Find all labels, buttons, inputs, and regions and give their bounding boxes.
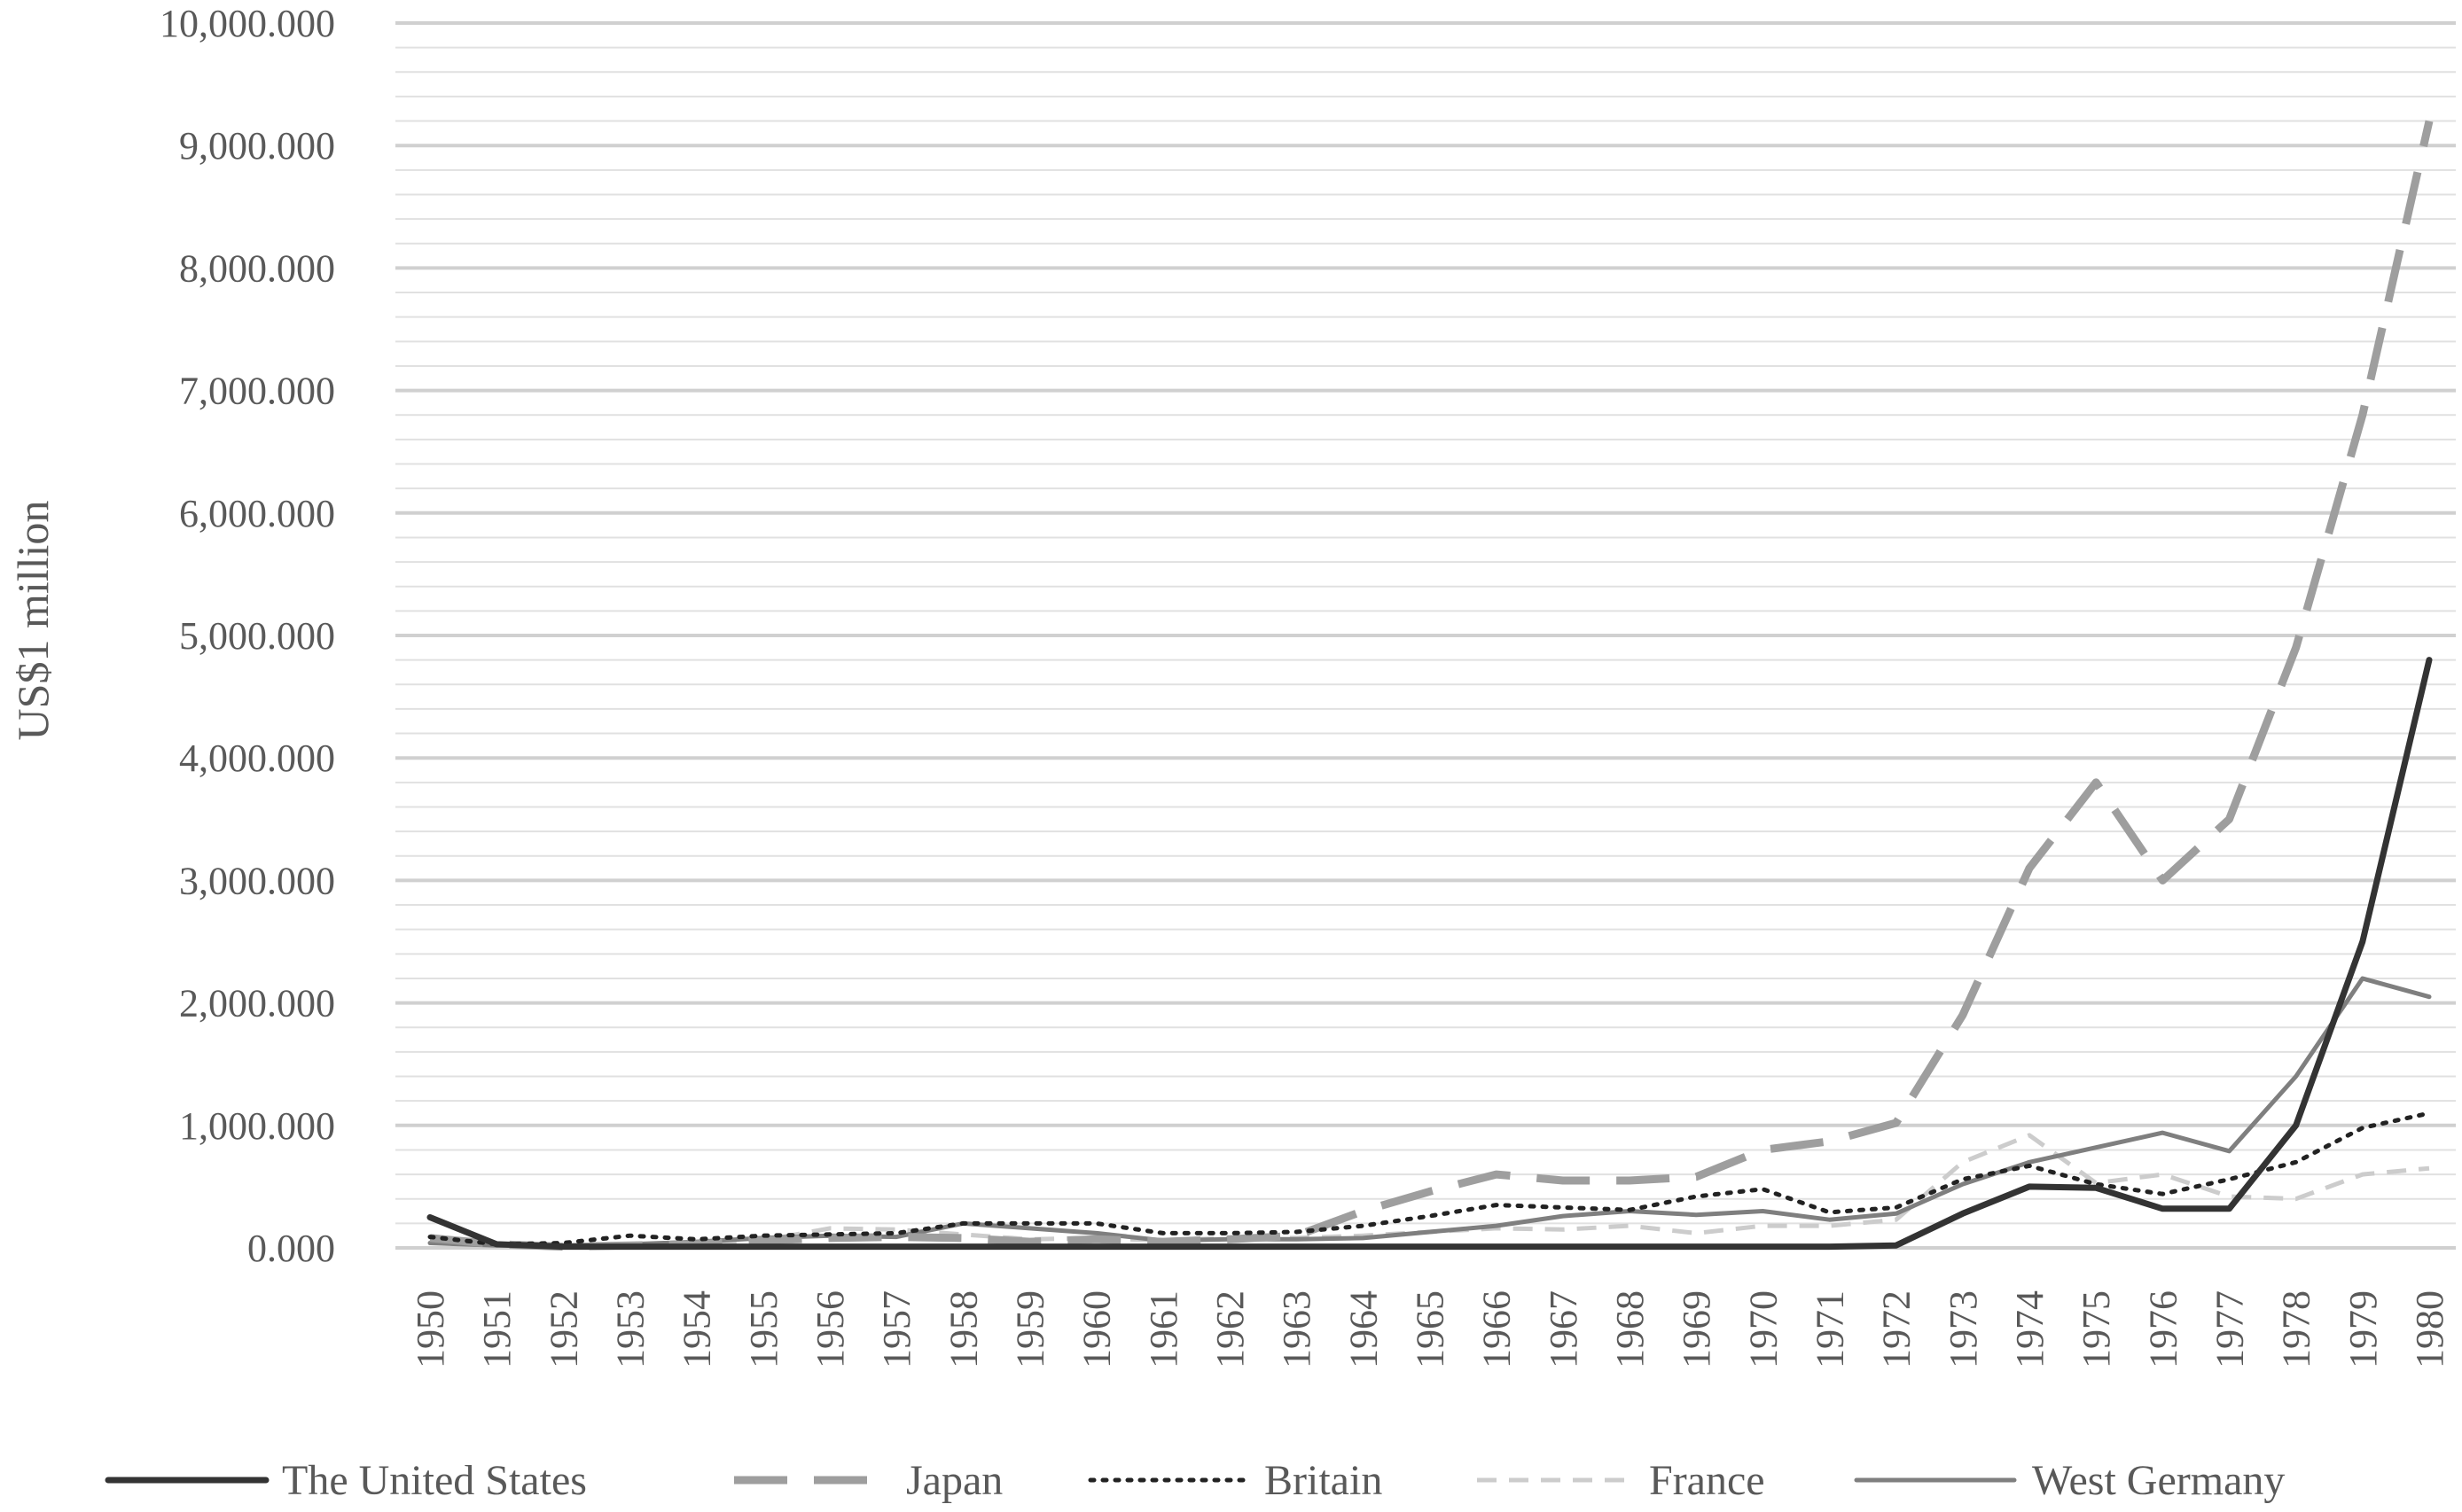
- x-tick-label: 1977: [2208, 1290, 2252, 1368]
- y-tick-label: 7,000.000: [179, 370, 335, 413]
- x-tick-label: 1964: [1341, 1290, 1385, 1368]
- series-line-the-united-states: [426, 657, 2433, 1251]
- y-tick-label: 6,000.000: [179, 492, 335, 535]
- legend-label-the-united-states: The United States: [282, 1457, 587, 1504]
- y-tick-label: 2,000.000: [179, 982, 335, 1025]
- x-tick-label: 1974: [2008, 1290, 2052, 1368]
- x-tick-label: 1980: [2408, 1290, 2451, 1368]
- x-tick-label: 1976: [2141, 1290, 2185, 1368]
- x-tick-label: 1961: [1142, 1290, 1185, 1368]
- x-tick-label: 1973: [1942, 1290, 1985, 1368]
- y-axis-ticks: 0.000 1,000.000 2,000.000 3,000.000 4,000.00…: [160, 2, 335, 1270]
- x-tick-label: 1950: [409, 1290, 452, 1368]
- series-lines: [426, 120, 2434, 1251]
- x-tick-label: 1957: [875, 1290, 918, 1368]
- x-tick-label: 1967: [1542, 1290, 1585, 1368]
- gridlines: [395, 21, 2456, 1250]
- y-tick-label: 9,000.000: [179, 124, 335, 168]
- y-tick-label: 8,000.000: [179, 246, 335, 290]
- x-axis-ticks: 1950 1951 1952 1953 1954 1955 1956 1957 1958 1959…: [409, 1290, 2451, 1368]
- legend-label-west-germany: West Germany: [2032, 1457, 2285, 1504]
- y-tick-label: 10,000.000: [160, 2, 335, 45]
- x-tick-label: 1969: [1675, 1290, 1718, 1368]
- x-tick-label: 1971: [1809, 1290, 1852, 1368]
- x-tick-label: 1952: [542, 1290, 585, 1368]
- legend-label-japan: Japan: [906, 1457, 1003, 1504]
- legend-label-france: France: [1649, 1457, 1765, 1504]
- x-tick-label: 1962: [1208, 1290, 1252, 1368]
- y-tick-label: 4,000.000: [179, 737, 335, 780]
- x-tick-label: 1975: [2075, 1290, 2118, 1368]
- x-tick-label: 1951: [475, 1290, 519, 1368]
- x-tick-label: 1968: [1608, 1290, 1652, 1368]
- x-tick-label: 1954: [676, 1290, 719, 1368]
- series-line-britain: [427, 1111, 2432, 1247]
- x-tick-label: 1955: [742, 1290, 785, 1368]
- series-line-japan: [429, 120, 2434, 1251]
- x-tick-label: 1956: [809, 1290, 852, 1368]
- x-tick-label: 1972: [1875, 1290, 1919, 1368]
- x-tick-label: 1978: [2275, 1290, 2318, 1368]
- series-line-west-germany: [427, 976, 2432, 1248]
- x-tick-label: 1970: [1741, 1290, 1785, 1368]
- x-tick-label: 1960: [1075, 1290, 1119, 1368]
- x-tick-label: 1966: [1475, 1290, 1519, 1368]
- y-tick-label: 0.000: [247, 1227, 335, 1270]
- x-tick-label: 1979: [2341, 1290, 2385, 1368]
- legend-label-britain: Britain: [1264, 1457, 1382, 1504]
- y-tick-label: 3,000.000: [179, 859, 335, 902]
- x-tick-label: 1959: [1009, 1290, 1052, 1368]
- x-tick-label: 1953: [609, 1290, 653, 1368]
- x-tick-label: 1963: [1275, 1290, 1318, 1368]
- x-tick-label: 1965: [1409, 1290, 1452, 1368]
- y-axis-title: US$1 million: [8, 501, 58, 741]
- legend: The United States Japan Britain France West …: [105, 1457, 2285, 1504]
- y-tick-label: 5,000.000: [179, 614, 335, 658]
- x-tick-label: 1958: [942, 1290, 985, 1368]
- y-tick-label: 1,000.000: [179, 1104, 335, 1148]
